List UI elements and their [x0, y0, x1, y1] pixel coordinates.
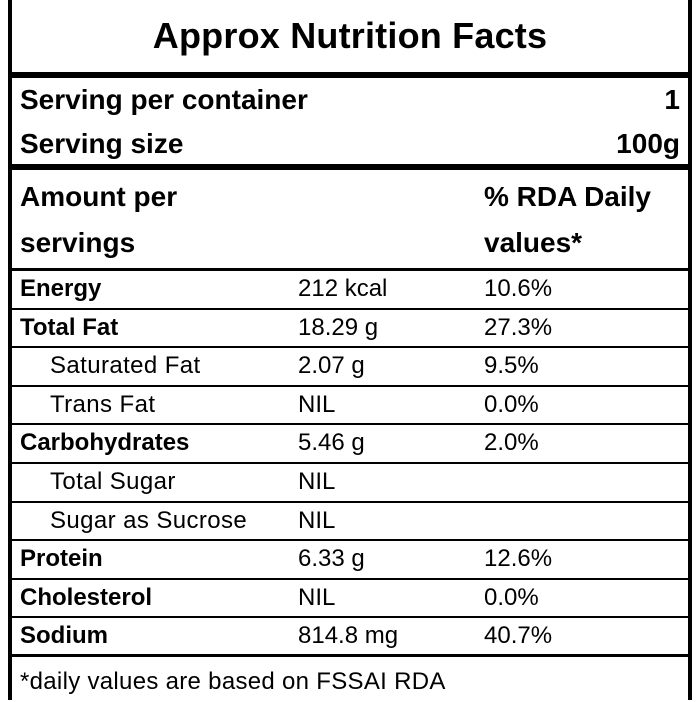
- nutrient-table: Energy 212 kcal 10.6% Total Fat 18.29 g …: [12, 271, 688, 657]
- nutrient-row-saturated-fat: Saturated Fat 2.07 g 9.5%: [12, 348, 688, 387]
- nutrient-row-carbohydrates: Carbohydrates 5.46 g 2.0%: [12, 425, 688, 464]
- nutrient-name: Trans Fat: [50, 390, 156, 418]
- serving-size-label: Serving size: [20, 128, 184, 159]
- rda-footnote: *daily values are based on FSSAI RDA: [20, 668, 446, 695]
- nutrient-row-sugar-as-sucrose: Sugar as Sucrose NIL: [12, 503, 688, 542]
- nutrient-name: Energy: [20, 275, 102, 302]
- rda-heading: % RDA Daily values*: [484, 174, 684, 266]
- nutrient-amount: NIL: [298, 583, 336, 611]
- nutrient-amount: NIL: [298, 506, 336, 534]
- nutrient-rda: 12.6%: [484, 545, 553, 573]
- nutrient-name: Protein: [20, 545, 103, 573]
- nutrient-amount: 6.33 g: [298, 545, 365, 573]
- nutrient-rda: 40.7%: [484, 622, 553, 650]
- nutrient-row-energy: Energy 212 kcal 10.6%: [12, 271, 688, 310]
- nutrient-rda: 0.0%: [484, 583, 539, 611]
- rda-heading-line2: values*: [484, 227, 583, 258]
- nutrient-amount: 5.46 g: [298, 429, 365, 457]
- rda-heading-line1: % RDA Daily: [484, 181, 652, 212]
- nutrition-title: Approx Nutrition Facts: [12, 0, 688, 78]
- nutrient-row-protein: Protein 6.33 g 12.6%: [12, 541, 688, 580]
- nutrition-facts-panel: Approx Nutrition Facts Serving per conta…: [8, 0, 692, 700]
- nutrient-name: Carbohydrates: [20, 429, 190, 457]
- nutrient-row-total-sugar: Total Sugar NIL: [12, 464, 688, 503]
- serving-per-container-value: 1: [664, 84, 680, 115]
- amount-header: Amount per servings % RDA Daily values*: [12, 170, 688, 271]
- serving-per-container-label: Serving per container: [20, 84, 308, 115]
- nutrient-row-cholesterol: Cholesterol NIL 0.0%: [12, 580, 688, 619]
- nutrient-row-total-fat: Total Fat 18.29 g 27.3%: [12, 310, 688, 349]
- serving-size-value: 100g: [616, 128, 680, 159]
- nutrient-amount: 814.8 mg: [298, 622, 399, 650]
- serving-per-container-row: Serving per container 1: [20, 78, 680, 122]
- nutrient-rda: 10.6%: [484, 275, 553, 302]
- nutrient-name: Cholesterol: [20, 583, 153, 611]
- amount-per-serving-heading: Amount per servings: [20, 174, 280, 266]
- nutrient-name: Saturated Fat: [50, 352, 201, 380]
- amount-heading-line1: Amount per: [20, 181, 178, 212]
- nutrient-amount: NIL: [298, 467, 336, 495]
- nutrient-amount: 2.07 g: [298, 352, 365, 380]
- amount-heading-line2: servings: [20, 227, 136, 258]
- nutrient-amount: 18.29 g: [298, 313, 379, 341]
- nutrient-name: Total Sugar: [50, 467, 176, 495]
- nutrient-rda: 2.0%: [484, 429, 539, 457]
- nutrient-amount: 212 kcal: [298, 275, 388, 302]
- nutrient-row-sodium: Sodium 814.8 mg 40.7%: [12, 618, 688, 657]
- nutrient-rda: 0.0%: [484, 390, 539, 418]
- nutrient-name: Sodium: [20, 622, 108, 650]
- nutrient-rda: 9.5%: [484, 352, 539, 380]
- serving-info: Serving per container 1 Serving size 100…: [12, 78, 688, 170]
- nutrient-amount: NIL: [298, 390, 336, 418]
- nutrient-name: Sugar as Sucrose: [50, 506, 248, 534]
- nutrient-row-trans-fat: Trans Fat NIL 0.0%: [12, 387, 688, 426]
- nutrient-rda: 27.3%: [484, 313, 553, 341]
- serving-size-row: Serving size 100g: [20, 122, 680, 166]
- nutrient-name: Total Fat: [20, 313, 119, 341]
